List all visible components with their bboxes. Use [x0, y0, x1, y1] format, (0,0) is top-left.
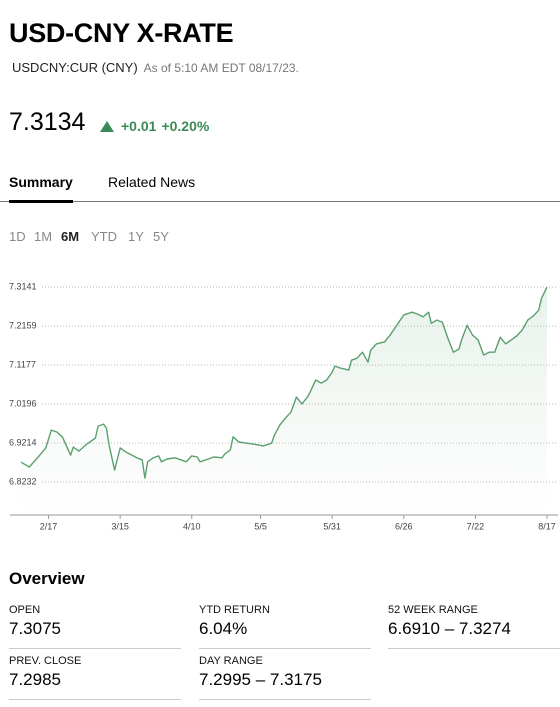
symbol-line: USDCNY:CUR (CNY) As of 5:10 AM EDT 08/17/… [12, 60, 299, 75]
x-tick-label: 5/5 [254, 521, 267, 531]
range-button[interactable]: 5Y [153, 229, 169, 244]
stat-value: 7.3075 [9, 619, 61, 638]
stat-label: DAY RANGE [199, 655, 263, 667]
range-button[interactable]: 6M [61, 229, 80, 244]
up-arrow [100, 120, 114, 132]
stat: 52 WEEK RANGE 6.6910 – 7.3274 [388, 604, 560, 649]
stat-label: OPEN [9, 604, 41, 616]
range-button[interactable]: YTD [91, 229, 117, 244]
stat: DAY RANGE 7.2995 – 7.3175 [199, 655, 371, 700]
y-tick-label: 7.1177 [9, 359, 36, 369]
x-tick-label: 7/22 [467, 521, 485, 531]
x-tick-label: 3/15 [111, 521, 129, 531]
stat-value: 7.2995 – 7.3175 [199, 670, 322, 689]
symbol: USDCNY:CUR (CNY) [12, 60, 138, 75]
x-tick-label: 4/10 [183, 521, 201, 531]
stat-label: PREV. CLOSE [9, 655, 82, 667]
overview-title: Overview [9, 569, 85, 588]
y-tick-label: 7.2159 [9, 320, 37, 330]
stat-value: 6.6910 – 7.3274 [388, 619, 511, 638]
stat: OPEN 7.3075 [9, 604, 181, 649]
as-of: As of 5:10 AM EDT 08/17/23. [143, 61, 299, 75]
tab-bar: Summary Related News [0, 166, 560, 203]
stat-value: 7.2985 [9, 670, 61, 689]
x-tick-label: 5/31 [323, 521, 341, 531]
area [21, 287, 547, 515]
range-button[interactable]: 1M [34, 229, 53, 244]
tab[interactable]: Related News [108, 174, 196, 190]
x-tick-label: 2/17 [40, 521, 58, 531]
stat: YTD RETURN 6.04% [199, 604, 371, 649]
stat-label: YTD RETURN [199, 604, 270, 616]
stat-value: 6.04% [199, 619, 248, 638]
title: USD-CNY X-RATE [9, 18, 234, 48]
stat: PREV. CLOSE 7.2985 [9, 655, 181, 700]
y-tick-label: 6.9214 [9, 437, 37, 447]
y-tick-label: 7.3141 [9, 281, 37, 291]
x-tick-label: 8/17 [538, 521, 556, 531]
range-button[interactable]: 1Y [128, 229, 144, 244]
change-percent: +0.20% [161, 118, 210, 134]
chart: 6.82326.92147.01967.11777.21597.31412/17… [9, 281, 558, 531]
y-tick-label: 7.0196 [9, 398, 37, 408]
tab[interactable]: Summary [9, 174, 73, 203]
price: 7.3134 [9, 108, 86, 136]
stat-label: 52 WEEK RANGE [388, 604, 478, 616]
x-tick-label: 6/26 [395, 521, 413, 531]
line [20, 286, 548, 479]
change: +0.01 +0.20% [100, 118, 209, 134]
change-value: +0.01 [121, 118, 157, 134]
range-button[interactable]: 1D [9, 229, 26, 244]
